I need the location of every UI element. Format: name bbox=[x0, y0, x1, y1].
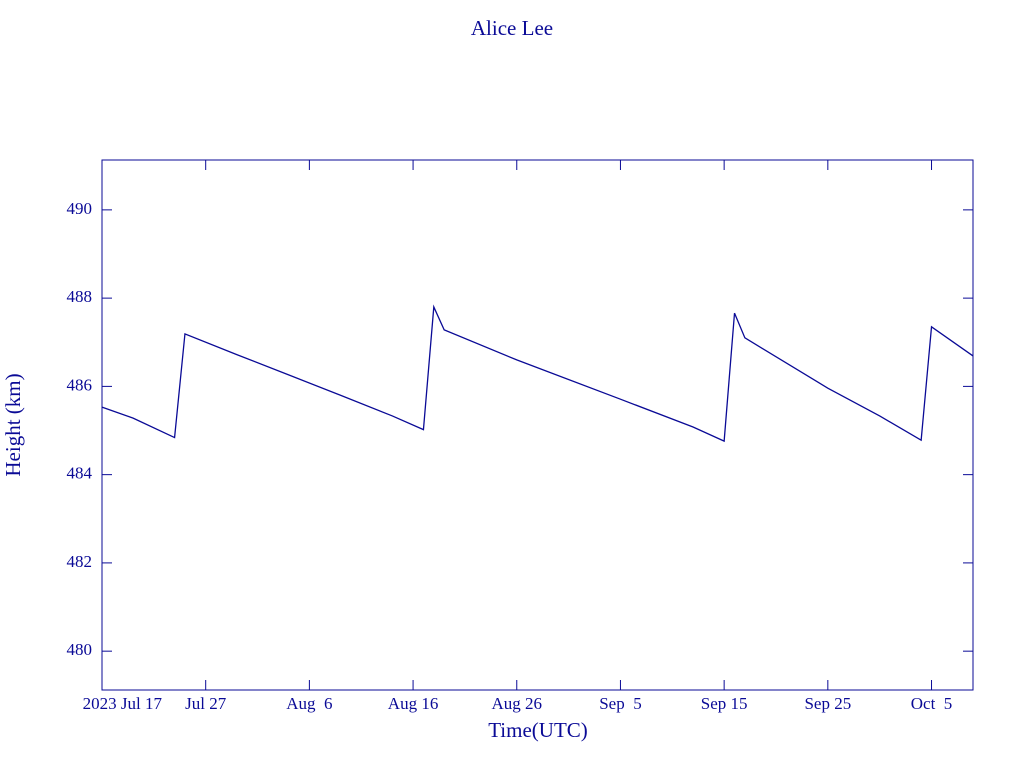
data-line bbox=[101, 304, 974, 443]
y-tick-label: 486 bbox=[67, 375, 93, 394]
y-tick-label: 490 bbox=[67, 199, 93, 218]
x-tick-label: Aug 16 bbox=[388, 694, 439, 713]
x-tick-label: Oct 5 bbox=[911, 694, 953, 713]
y-tick-label: 482 bbox=[67, 552, 93, 571]
y-axis-label: Height (km) bbox=[1, 373, 25, 476]
x-tick-label: Sep 25 bbox=[804, 694, 851, 713]
y-tick-label: 480 bbox=[67, 640, 93, 659]
x-axis-label: Time(UTC) bbox=[488, 718, 588, 742]
y-tick-label: 488 bbox=[67, 287, 93, 306]
x-tick-label: Jul 27 bbox=[185, 694, 227, 713]
chart-title: Alice Lee bbox=[471, 16, 553, 40]
x-tick-label: Sep 5 bbox=[599, 694, 642, 713]
x-tick-label: 2023 Jul 17 bbox=[83, 694, 163, 713]
x-tick-label: Sep 15 bbox=[701, 694, 748, 713]
plot-frame bbox=[101, 159, 974, 691]
x-tick-label: Aug 26 bbox=[491, 694, 542, 713]
y-tick-label: 484 bbox=[67, 464, 93, 483]
x-tick-label: Aug 6 bbox=[286, 694, 332, 713]
